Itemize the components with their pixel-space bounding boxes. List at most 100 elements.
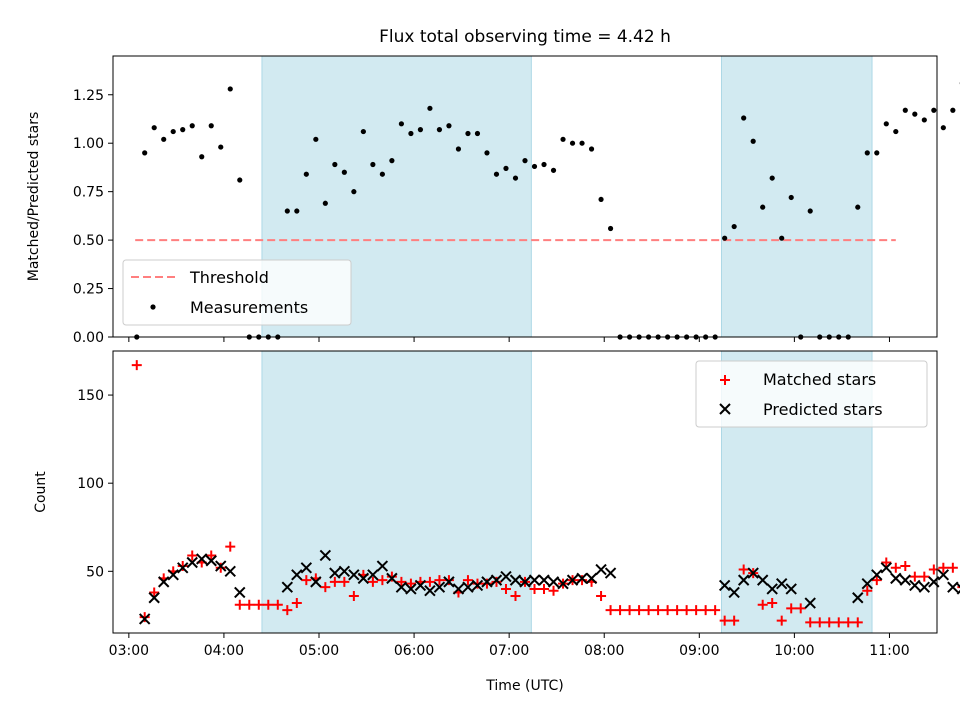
measurement-point (921, 117, 927, 123)
matched-star-marker (472, 578, 483, 589)
measurement-point (769, 175, 775, 181)
measurement-point (370, 161, 376, 168)
matched-star-marker (131, 360, 142, 371)
x-tick-label: 03:00 (109, 643, 149, 659)
matched-star-marker (691, 605, 702, 616)
matched-star-marker (795, 603, 806, 614)
measurement-point (455, 146, 462, 152)
predicted-star-marker (547, 576, 560, 588)
matched-star-marker (843, 617, 854, 628)
predicted-star-marker (329, 567, 341, 579)
predicted-star-marker (899, 574, 912, 586)
matched-star-marker (634, 605, 645, 616)
predicted-star-marker (167, 569, 179, 581)
y-axis-label: Matched/Predicted stars (26, 112, 42, 282)
measurement-point (731, 223, 737, 230)
observing-window-shade (720, 55, 873, 338)
measurement-point (531, 163, 538, 170)
measurement-point (218, 144, 224, 150)
measurement-point (722, 235, 728, 241)
matched-star-marker (206, 550, 217, 561)
matched-star-marker (405, 578, 416, 589)
matched-star-marker (833, 617, 844, 628)
legend-matched-label: Matched stars (763, 370, 876, 389)
predicted-star-marker (424, 584, 436, 597)
measurement-point (541, 161, 547, 168)
legend-top: Threshold Measurements (122, 259, 352, 326)
measurement-point (170, 128, 176, 135)
matched-star-marker (215, 562, 226, 573)
measurement-point (874, 150, 880, 156)
measurement-point (474, 130, 481, 137)
measurement-point (493, 171, 500, 177)
predicted-star-marker (576, 572, 588, 585)
matched-star-marker (187, 550, 198, 561)
matched-star-marker (871, 575, 882, 586)
legend-bottom: Matched stars Predicted stars (695, 360, 928, 428)
matched-star-marker (824, 617, 835, 628)
predicted-star-marker (852, 592, 864, 604)
predicted-star-marker (452, 583, 465, 595)
matched-star-marker (320, 582, 331, 593)
matched-star-marker (890, 562, 901, 573)
matched-star-marker (548, 585, 559, 596)
matched-star-marker (291, 598, 302, 609)
matched-star-marker (938, 562, 949, 573)
predicted-star-marker (348, 569, 360, 581)
measurement-point (484, 150, 490, 156)
predicted-star-marker (443, 576, 455, 588)
predicted-star-marker (281, 581, 294, 593)
matched-star-marker (615, 605, 626, 616)
legend-matched-swatch (720, 375, 730, 385)
measurement-point (294, 208, 300, 214)
measurement-point (883, 121, 889, 127)
predicted-star-marker (728, 586, 740, 599)
matched-star-marker (662, 605, 673, 616)
axes-frame (112, 350, 938, 634)
predicted-star-marker (861, 577, 873, 590)
y-tick-label: 100 (77, 476, 104, 492)
measurement-point (379, 171, 385, 177)
matched-star-marker (729, 615, 740, 626)
matched-star-marker (681, 605, 692, 616)
matched-star-marker (909, 571, 920, 582)
measurement-point (607, 225, 614, 232)
predicted-star-marker (509, 574, 522, 586)
measurement-point (161, 136, 167, 142)
predicted-star-marker (414, 579, 427, 592)
predicted-star-marker (357, 572, 370, 585)
x-tick-label: 11:00 (869, 643, 909, 659)
measurement-point (779, 235, 785, 241)
y-axis-label: Count (33, 471, 49, 513)
predicted-star-marker (747, 567, 759, 579)
predicted-star-marker (880, 562, 892, 574)
measurement-point (512, 175, 519, 181)
measurement-point (503, 165, 509, 171)
measurement-point (284, 208, 290, 214)
matched-star-marker (348, 590, 359, 601)
y-tick-label: 150 (77, 388, 104, 404)
predicted-star-marker (538, 574, 550, 586)
matched-star-marker (710, 605, 721, 616)
matched-star-marker (377, 575, 388, 586)
x-tick-label: 06:00 (394, 643, 434, 659)
predicted-star-marker (490, 574, 503, 586)
top-panel: 0.00 0.25 0.50 0.75 1.00 1.25 Matched/Predicte… (26, 55, 960, 346)
predicted-star-marker (177, 562, 189, 574)
matched-star-marker (396, 576, 407, 587)
matched-star-marker (510, 590, 521, 601)
legend-measurements-swatch (150, 304, 156, 310)
predicted-star-marker (215, 560, 227, 572)
measurement-point (750, 138, 756, 144)
predicted-star-marker (557, 577, 569, 590)
matched-star-marker (149, 587, 160, 598)
measurement-point (760, 204, 766, 210)
matched-star-marker (624, 605, 635, 616)
measurement-point (864, 150, 870, 156)
measurement-point (446, 123, 452, 129)
predicted-star-marker (528, 574, 541, 586)
measurement-point (950, 107, 956, 113)
measurement-point (408, 130, 414, 137)
predicted-star-marker (196, 553, 208, 565)
predicted-star-marker (871, 569, 883, 581)
